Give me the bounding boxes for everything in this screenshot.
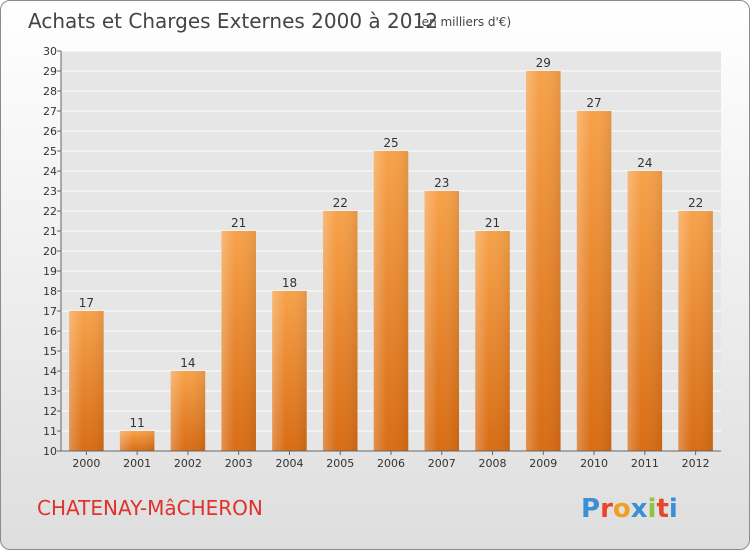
- x-tick-label: 2008: [479, 457, 507, 470]
- bar-value-label: 23: [434, 176, 449, 190]
- y-tick-label: 14: [43, 365, 57, 378]
- axes: 10 11 12 13 14 15 16 17 18 19 20 21 22 23 24 25 26 27 28 29…: [43, 45, 721, 470]
- bar-shade: [170, 371, 206, 451]
- y-tick-label: 15: [43, 345, 57, 358]
- y-tick-label: 23: [43, 185, 57, 198]
- y-tick-label: 21: [43, 225, 57, 238]
- x-tick-label: 2009: [529, 457, 557, 470]
- bar-value-label: 21: [231, 216, 246, 230]
- bar-shade: [322, 211, 358, 451]
- y-tick-label: 25: [43, 145, 57, 158]
- bar-shade: [221, 231, 256, 451]
- x-tick-label: 2001: [123, 457, 151, 470]
- bar-shade: [526, 71, 561, 451]
- bar-value-label: 29: [536, 56, 551, 70]
- bar-shade: [678, 211, 713, 451]
- bar-value-label: 22: [688, 196, 703, 210]
- y-tick-label: 22: [43, 205, 57, 218]
- x-tick-label: 2006: [377, 457, 405, 470]
- y-tick-label: 18: [43, 285, 57, 298]
- bar-shade: [576, 111, 612, 451]
- chart-subtitle: (en milliers d'€): [417, 15, 511, 29]
- bar-shade: [627, 171, 663, 451]
- city-label: CHATENAY-MâCHERON: [37, 496, 263, 520]
- y-tick-label: 12: [43, 405, 57, 418]
- x-tick-label: 2011: [631, 457, 659, 470]
- bars: 17 11 14 21 18 22 25 23 21 29 27 24 22: [69, 56, 713, 451]
- bar-shade: [475, 231, 510, 451]
- x-tick-label: 2003: [225, 457, 253, 470]
- bar-shade: [373, 151, 409, 451]
- x-tick-label: 2002: [174, 457, 202, 470]
- bar-shade: [119, 431, 155, 451]
- y-tick-label: 24: [43, 165, 57, 178]
- bar-value-label: 21: [485, 216, 500, 230]
- y-tick-label: 20: [43, 245, 57, 258]
- bar-value-label: 22: [333, 196, 348, 210]
- y-tick-label: 26: [43, 125, 57, 138]
- bar-value-label: 27: [586, 96, 601, 110]
- bar-shade: [69, 311, 104, 451]
- y-tick-label: 28: [43, 85, 57, 98]
- bar-value-label: 14: [180, 356, 195, 370]
- y-tick-label: 30: [43, 45, 57, 58]
- y-tick-label: 13: [43, 385, 57, 398]
- x-tick-label: 2005: [326, 457, 354, 470]
- x-tick-label: 2000: [72, 457, 100, 470]
- y-tick-label: 19: [43, 265, 57, 278]
- bar-value-label: 11: [130, 416, 145, 430]
- bar-value-label: 24: [637, 156, 652, 170]
- bar-shade: [272, 291, 307, 451]
- y-tick-label: 27: [43, 105, 57, 118]
- bar-shade: [424, 191, 460, 451]
- y-tick-label: 11: [43, 425, 57, 438]
- bar-value-label: 17: [79, 296, 94, 310]
- x-tick-label: 2010: [580, 457, 608, 470]
- bar-value-label: 18: [282, 276, 297, 290]
- y-tick-label: 17: [43, 305, 57, 318]
- y-tick-label: 16: [43, 325, 57, 338]
- bar-value-label: 25: [383, 136, 398, 150]
- chart-title: Achats et Charges Externes 2000 à 2012: [28, 9, 438, 33]
- x-tick-label: 2004: [275, 457, 303, 470]
- y-tick-label: 10: [43, 445, 57, 458]
- x-tick-label: 2012: [682, 457, 710, 470]
- y-tick-label: 29: [43, 65, 57, 78]
- proxiti-logo: Proxiti: [581, 494, 678, 524]
- x-tick-label: 2007: [428, 457, 456, 470]
